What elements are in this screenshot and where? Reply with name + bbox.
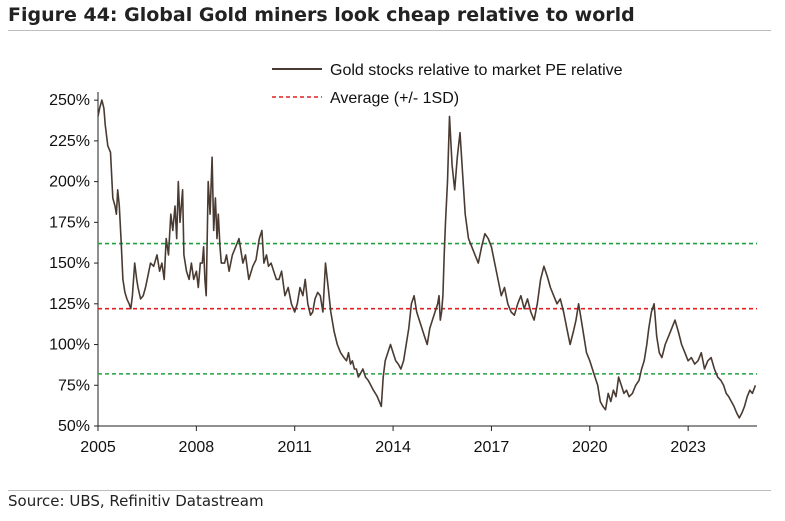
x-tick-label: 2011 (278, 439, 313, 456)
y-tick-label: 150% (49, 255, 90, 272)
series-layer (97, 99, 757, 419)
series-line-0 (97, 99, 757, 419)
x-tick-label: 2008 (179, 439, 215, 456)
x-tick-label: 2017 (474, 439, 510, 456)
top-divider (8, 30, 771, 31)
y-tick-label: 100% (49, 337, 90, 354)
y-tick-label: 75% (58, 377, 90, 394)
x-tick-label: 2014 (375, 439, 411, 456)
y-tick-label: 225% (49, 133, 90, 150)
y-tick-label: 175% (49, 214, 90, 231)
reference-lines-layer (98, 242, 757, 375)
chart-title: Figure 44: Global Gold miners look cheap… (8, 4, 635, 26)
legend-label-average: Average (+/- 1SD) (330, 90, 459, 107)
source-note: Source: UBS, Refinitiv Datastream (8, 492, 264, 510)
x-tick-label: 2020 (572, 439, 608, 456)
legend-label-series: Gold stocks relative to market PE relati… (330, 62, 623, 79)
legend: Gold stocks relative to market PE relati… (272, 62, 623, 107)
axes-layer: 50% 75% 100% 125% 150% 175% 200% 225% 250% 2005 20… (49, 92, 757, 456)
bottom-divider (8, 490, 771, 491)
y-tick-label: 125% (49, 296, 90, 313)
y-tick-label: 250% (49, 92, 90, 109)
y-tick-label: 200% (49, 174, 90, 191)
x-tick-label: 2005 (80, 439, 116, 456)
y-tick-label: 50% (58, 418, 90, 435)
x-tick-label: 2023 (670, 439, 706, 456)
